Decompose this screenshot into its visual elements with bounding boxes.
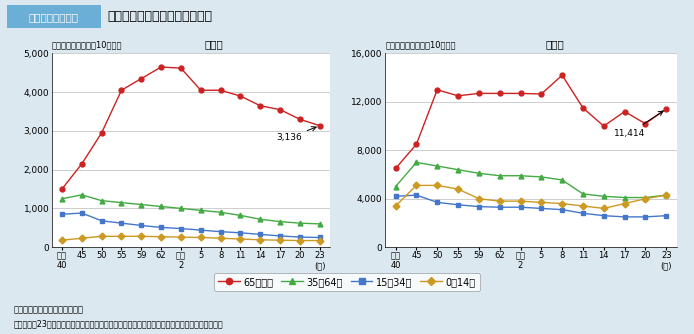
Text: 図１－２－３－５: 図１－２－３－５ (28, 12, 79, 22)
Text: 3,136: 3,136 (276, 127, 316, 142)
Text: （各年齢階級別人口10万対）: （各年齢階級別人口10万対） (385, 40, 456, 49)
Text: 年齢階級別にみた受療率の推移: 年齢階級別にみた受療率の推移 (108, 10, 212, 22)
Text: 資料：厚生労働省「患者調査」: 資料：厚生労働省「患者調査」 (14, 306, 84, 315)
Text: （各年齢階級別人口10万対）: （各年齢階級別人口10万対） (52, 40, 123, 49)
Text: 外　来: 外 来 (545, 39, 564, 49)
Text: （注）平成23年の数値は、宮城県の石巻医療圏、気仙沼医療圏及び福島県を除いた数値である。: （注）平成23年の数値は、宮城県の石巻医療圏、気仙沼医療圏及び福島県を除いた数値… (14, 319, 223, 328)
Legend: 65歳以上, 35～64歳, 15～34歳, 0～14歳: 65歳以上, 35～64歳, 15～34歳, 0～14歳 (214, 273, 480, 291)
Text: 11,414: 11,414 (614, 111, 663, 138)
Text: 入　院: 入 院 (205, 39, 223, 49)
